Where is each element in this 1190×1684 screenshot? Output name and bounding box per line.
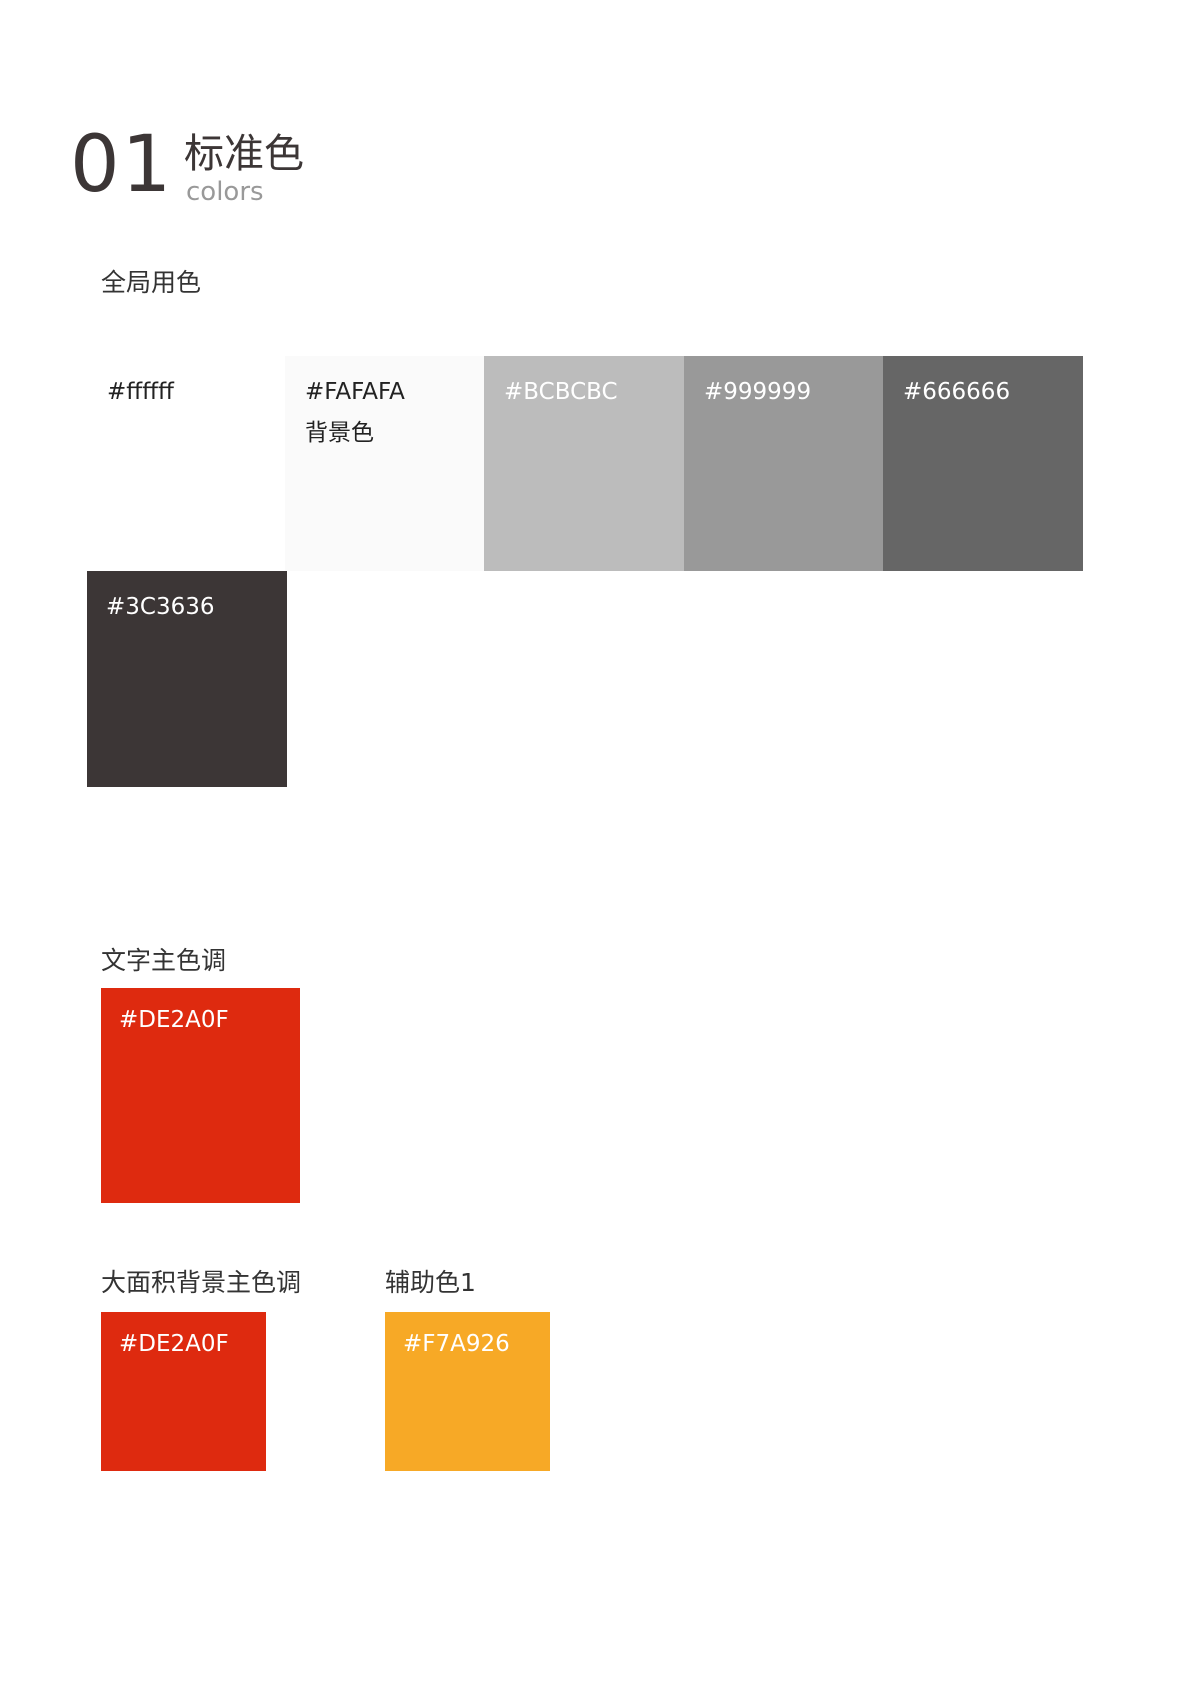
swatch-hex: #ffffff bbox=[107, 379, 174, 405]
global-colors-label: 全局用色 bbox=[101, 268, 202, 297]
swatch-text-primary: #DE2A0F bbox=[101, 988, 300, 1203]
bg-primary-label: 大面积背景主色调 bbox=[101, 1268, 302, 1297]
swatch-ffffff: #ffffff bbox=[87, 356, 285, 571]
swatch-999999: #999999 bbox=[684, 356, 883, 571]
swatch-bcbcbc: #BCBCBC bbox=[484, 356, 684, 571]
swatch-hex: #BCBCBC bbox=[504, 379, 618, 405]
section-number: 01 bbox=[70, 120, 174, 210]
swatch-hex: #999999 bbox=[704, 379, 812, 405]
swatch-hex: #DE2A0F bbox=[119, 1007, 229, 1033]
swatch-bg-primary: #DE2A0F bbox=[101, 1312, 266, 1471]
auxiliary-label: 辅助色1 bbox=[385, 1268, 476, 1297]
swatch-hex: #F7A926 bbox=[403, 1331, 510, 1357]
section-subtitle: colors bbox=[186, 177, 264, 207]
swatch-3c3636: #3C3636 bbox=[87, 571, 287, 787]
swatch-hex: #3C3636 bbox=[106, 594, 215, 620]
swatch-666666: #666666 bbox=[883, 356, 1083, 571]
swatch-fafafa: #FAFAFA 背景色 bbox=[285, 356, 484, 571]
swatch-hex: #FAFAFA bbox=[305, 379, 405, 405]
swatch-note: 背景色 bbox=[305, 420, 374, 446]
swatch-auxiliary: #F7A926 bbox=[385, 1312, 550, 1471]
swatch-hex: #DE2A0F bbox=[119, 1331, 229, 1357]
swatch-hex: #666666 bbox=[903, 379, 1011, 405]
section-title: 标准色 bbox=[184, 131, 304, 177]
text-primary-label: 文字主色调 bbox=[101, 946, 227, 975]
